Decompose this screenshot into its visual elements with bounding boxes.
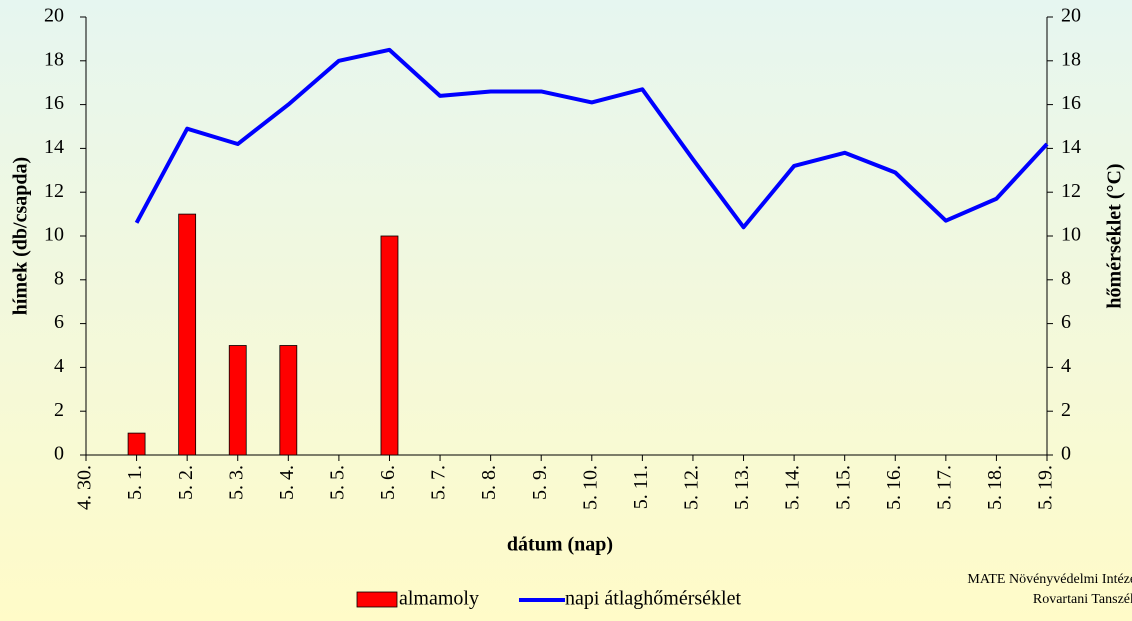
- y2-tick-label: 18: [1061, 48, 1081, 70]
- legend-label: napi átlaghőmérséklet: [565, 588, 741, 610]
- x-tick-label: 5. 2.: [175, 465, 197, 500]
- y-tick-label: 8: [54, 267, 64, 289]
- x-tick-label: 5. 12.: [681, 465, 703, 510]
- y-tick-label: 18: [44, 48, 64, 70]
- x-axis-label: dátum (nap): [507, 534, 613, 556]
- y2-tick-label: 16: [1061, 92, 1081, 114]
- y-axis-label: hímek (db/csapda): [10, 157, 32, 315]
- y2-tick-label: 2: [1061, 399, 1071, 421]
- y2-tick-label: 8: [1061, 267, 1071, 289]
- y2-tick-label: 10: [1061, 224, 1081, 246]
- bar: [380, 235, 399, 456]
- bar: [228, 345, 247, 456]
- y2-tick-label: 20: [1061, 5, 1081, 27]
- y2-axis-label: hőmérséklet (°C): [1104, 163, 1126, 308]
- x-tick-label: 5. 5.: [326, 465, 348, 500]
- y-tick-label: 14: [44, 136, 64, 158]
- y-tick-label: 10: [44, 224, 64, 246]
- legend-swatch: [356, 591, 398, 608]
- x-tick-label: 5. 16.: [883, 465, 905, 510]
- x-tick-label: 5. 19.: [1035, 465, 1057, 510]
- x-tick-label: 5. 13.: [731, 465, 753, 510]
- bar: [279, 345, 298, 456]
- y-tick-label: 4: [54, 355, 64, 377]
- x-tick-label: 5. 14.: [782, 465, 804, 510]
- x-tick-label: 4. 30.: [74, 465, 96, 510]
- bar: [178, 213, 197, 456]
- y2-tick-label: 6: [1061, 311, 1071, 333]
- y2-tick-label: 0: [1061, 443, 1071, 465]
- y-tick-label: 6: [54, 311, 64, 333]
- line: [134, 47, 1049, 230]
- x-tick-label: 5. 10.: [579, 465, 601, 510]
- x-tick-label: 5. 4.: [276, 465, 298, 500]
- x-tick-label: 5. 18.: [984, 465, 1006, 510]
- footnote: MATE Növényvédelmi Intézet: [967, 572, 1132, 587]
- y-tick-label: 0: [54, 443, 64, 465]
- x-tick-label: 5. 7.: [428, 465, 450, 500]
- y-tick-label: 16: [44, 92, 64, 114]
- footnote: Rovartani Tanszék: [1033, 592, 1132, 607]
- y-tick-label: 12: [44, 180, 64, 202]
- legend-label: almamoly: [399, 588, 479, 610]
- x-tick-label: 5. 3.: [225, 465, 247, 500]
- bar: [127, 432, 146, 456]
- x-tick-label: 5. 8.: [478, 465, 500, 500]
- x-tick-label: 5. 1.: [124, 465, 146, 500]
- y2-tick-label: 14: [1061, 136, 1081, 158]
- y2-tick-label: 4: [1061, 355, 1071, 377]
- x-tick-label: 5. 9.: [529, 465, 551, 500]
- y-tick-label: 20: [44, 5, 64, 27]
- x-tick-label: 5. 15.: [832, 465, 854, 510]
- y2-tick-label: 12: [1061, 180, 1081, 202]
- x-tick-label: 5. 11.: [630, 465, 652, 509]
- x-tick-label: 5. 17.: [933, 465, 955, 510]
- x-tick-label: 5. 6.: [377, 465, 399, 500]
- y-tick-label: 2: [54, 399, 64, 421]
